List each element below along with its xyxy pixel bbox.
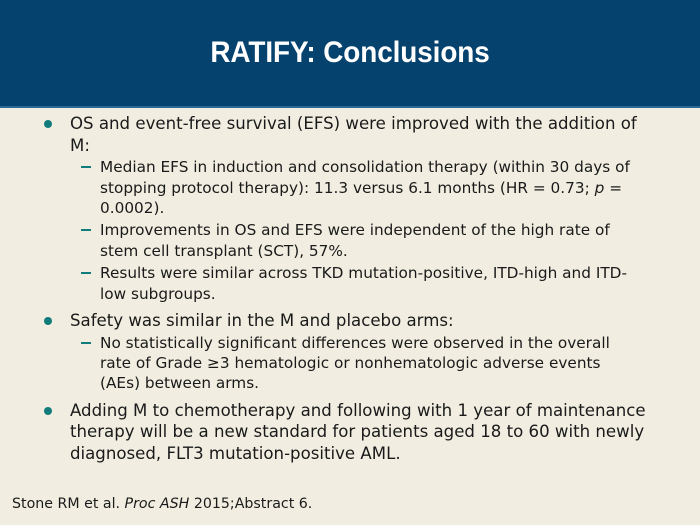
subbullet-item: Improvements in OS and EFS were independ… (70, 220, 700, 261)
subbullet-0-2-run-0: Results were similar across TKD mutation… (100, 264, 627, 303)
bullet-text: Adding M to chemotherapy and following w… (70, 400, 646, 464)
bullet-dot-icon (44, 406, 52, 415)
bullet-list: OS and event-free survival (EFS) were im… (0, 113, 700, 465)
subbullet-group: Median EFS in induction and consolidatio… (0, 157, 700, 304)
subbullet-group: No statistically significant differences… (0, 333, 700, 394)
subbullet-item: Results were similar across TKD mutation… (70, 263, 700, 304)
bullet-text: Safety was similar in the M and placebo … (70, 311, 454, 331)
bullet-item: OS and event-free survival (EFS) were im… (0, 113, 700, 156)
subbullet-list: No statistically significant differences… (70, 333, 700, 394)
bullet-dot-icon (44, 317, 52, 326)
subbullet-0-0-run-2: = 0.0002). (100, 178, 623, 217)
footer-run-0: Stone RM et al. (12, 496, 125, 512)
slide-body: OS and event-free survival (EFS) were im… (0, 113, 700, 483)
bullet-text: OS and event-free survival (EFS) were im… (70, 114, 637, 155)
title-header-band (0, 0, 700, 106)
footer-run-1: Proc ASH (124, 496, 190, 512)
subbullet-text: Median EFS in induction and consolidatio… (100, 158, 630, 217)
header-divider-rule (0, 106, 700, 108)
subbullet-item: No statistically significant differences… (70, 333, 700, 394)
subbullet-dash-icon (81, 166, 91, 169)
subbullet-1-0-run-0: No statistically significant differences… (100, 333, 610, 393)
subbullet-text: Results were similar across TKD mutation… (100, 264, 627, 302)
citation-footer: Stone RM et al. Proc ASH 2015;Abstract 6… (12, 495, 312, 513)
subbullet-0-1-run-0: Improvements in OS and EFS were independ… (100, 221, 610, 260)
subbullet-text: No statistically significant differences… (100, 334, 610, 393)
footer-run-2: 2015;Abstract 6. (189, 496, 313, 512)
bullet-item: Safety was similar in the M and placebo … (0, 310, 700, 332)
subbullet-0-0-run-0: Median EFS in induction and consolidatio… (100, 158, 630, 197)
subbullet-list: Median EFS in induction and consolidatio… (70, 157, 700, 304)
bullet-dot-icon (44, 120, 52, 128)
bullet-item: Adding M to chemotherapy and following w… (0, 400, 700, 465)
subbullet-dash-icon (81, 341, 91, 344)
page-title: RATIFY: Conclusions (210, 36, 490, 69)
subbullet-text: Improvements in OS and EFS were independ… (100, 221, 610, 259)
subbullet-dash-icon (81, 229, 91, 232)
subbullet-0-0-run-1: p (594, 178, 605, 197)
subbullet-dash-icon (81, 272, 91, 275)
subbullet-item: Median EFS in induction and consolidatio… (70, 157, 700, 218)
